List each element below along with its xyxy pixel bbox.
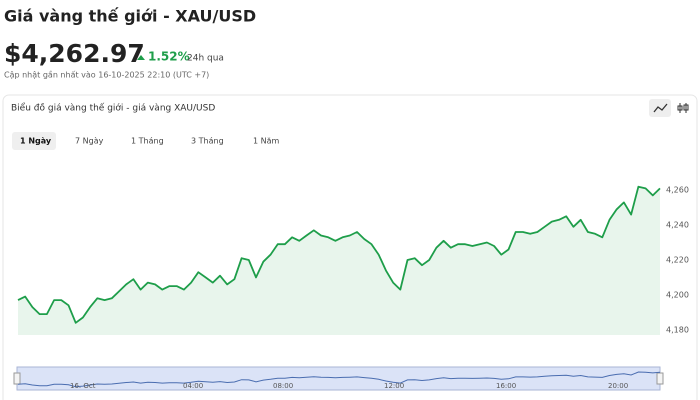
- navigator-handle[interactable]: [13, 372, 21, 385]
- page-title: Giá vàng thế giới - XAU/USD: [4, 7, 256, 26]
- navigator-label: 16. Oct: [70, 382, 96, 390]
- y-tick-label: 4,220: [666, 255, 689, 264]
- navigator-handle[interactable]: [656, 372, 664, 385]
- range-tab[interactable]: 1 Năm: [253, 137, 280, 146]
- area-fill: [18, 186, 660, 335]
- candle-view-button[interactable]: [677, 103, 689, 113]
- y-tick-label: 4,260: [666, 186, 689, 195]
- updated: Cập nhật gần nhất vào 16-10-2025 22:10 (…: [4, 70, 209, 81]
- navigator-line: [17, 371, 661, 388]
- y-tick-label: 4,180: [666, 325, 689, 334]
- change: 1.52%: [148, 50, 190, 64]
- navigator-label: 12:00: [384, 382, 404, 390]
- panel-title: Biểu đồ giá vàng thế giới - giá vàng XAU…: [11, 103, 215, 114]
- navigator-label: 04:00: [183, 382, 203, 390]
- price-line: [17, 185, 661, 324]
- range-tab[interactable]: 1 Ngày: [20, 137, 52, 146]
- change-period: 24h qua: [187, 54, 224, 64]
- y-tick-label: 4,240: [666, 221, 689, 230]
- up-arrow: [137, 55, 145, 60]
- navigator[interactable]: [16, 366, 661, 391]
- navigator-label: 16:00: [496, 382, 516, 390]
- line-icon: [653, 103, 668, 113]
- navigator-label: 08:00: [273, 382, 293, 390]
- navigator-label: 20:00: [608, 382, 628, 390]
- active-tab: [12, 132, 56, 150]
- price: $4,262.97: [4, 39, 145, 68]
- range-tab[interactable]: 1 Tháng: [131, 137, 164, 146]
- range-tab[interactable]: 3 Tháng: [191, 137, 224, 146]
- y-tick-label: 4,200: [666, 290, 689, 299]
- range-tab[interactable]: 7 Ngày: [75, 137, 104, 146]
